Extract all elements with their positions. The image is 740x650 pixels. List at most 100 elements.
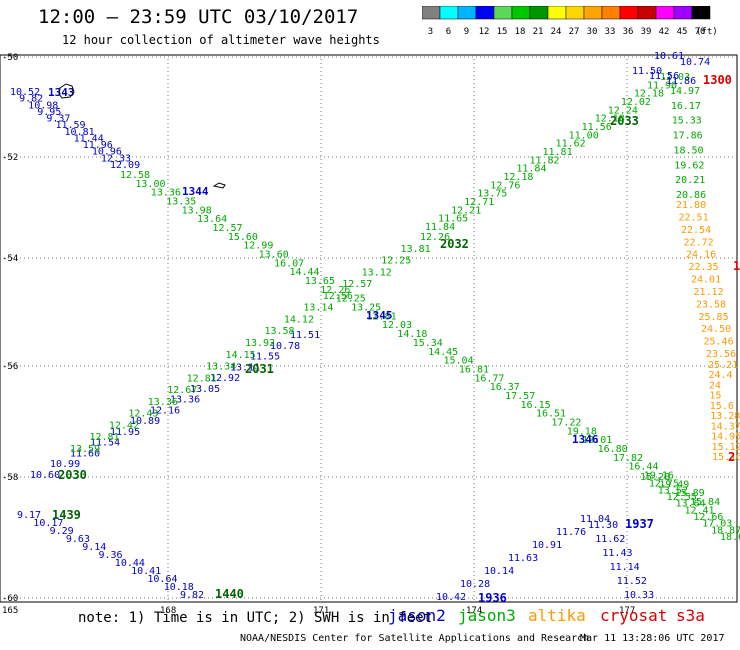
page-subtitle: 12 hour collection of altimeter wave hei…: [62, 33, 380, 47]
x-tick-label: 168: [160, 606, 176, 616]
wave-height-value: 22.72: [684, 237, 714, 248]
wave-height-value: 13.75: [477, 189, 507, 200]
wave-height-value: 18.01: [582, 435, 612, 446]
wave-height-value: 18.87: [711, 525, 740, 536]
colorbar-label: 12: [479, 27, 490, 37]
wave-height-value: 10.33: [624, 590, 654, 601]
wave-height-value: 11.62: [556, 139, 586, 150]
wave-height-value: 17.22: [551, 417, 581, 428]
wave-height-value: 11.86: [666, 76, 696, 87]
wave-height-value: 17.03: [702, 519, 732, 530]
wave-height-value: 10.14: [484, 566, 514, 577]
wave-height-value: 12.26: [320, 285, 350, 296]
legend-s3a: s3a: [676, 606, 705, 625]
wave-height-value: 10.99: [50, 459, 80, 470]
legend-cryosat: cryosat: [600, 606, 668, 625]
x-tick-label: 174: [466, 606, 482, 616]
wave-height-value: 10.44: [115, 558, 145, 569]
pass-time-label: 2030: [58, 468, 87, 482]
wave-height-value: 9.36: [99, 550, 123, 561]
wave-height-value: 15.28: [640, 472, 670, 483]
y-tick-label: -52: [2, 153, 18, 163]
colorbar-label: 9: [464, 27, 469, 37]
colorbar-label: 30: [587, 27, 598, 37]
x-tick-label: 165: [2, 606, 18, 616]
wave-height-value: 14.44: [289, 267, 319, 278]
wave-height-value: 25.85: [699, 312, 729, 323]
wave-height-value: 19.62: [674, 160, 704, 171]
pass-time-label: 1439: [52, 508, 81, 522]
y-tick-label: -50: [2, 53, 18, 63]
wave-height-value: 14.18: [397, 329, 427, 340]
wave-height-value: 12.41: [684, 505, 714, 516]
wave-height-value: 23.56: [706, 349, 736, 360]
wave-height-value: 13.64: [197, 214, 227, 225]
wave-height-value: 12.33: [101, 153, 131, 164]
wave-height-value: 13.58: [264, 326, 294, 337]
wave-height-value: 15.12: [712, 442, 740, 453]
pass-time-label: 1344: [182, 185, 209, 198]
wave-height-value: 14.15: [226, 350, 256, 361]
wave-height-value: 11.55: [250, 352, 280, 363]
wave-height-value: 12.25: [336, 294, 366, 305]
wave-height-value: 16.17: [671, 101, 701, 112]
wave-height-value: 12.99: [243, 241, 273, 252]
wave-height-value: 12.76: [490, 180, 520, 191]
wave-height-value: 11.04: [580, 514, 610, 525]
wave-height-value: 23.58: [696, 299, 726, 310]
wave-height-value: 11.90: [647, 80, 677, 91]
legend-jason2: jason2: [388, 606, 446, 625]
page-title: 12:00 – 23:59 UTC 03/10/2017: [38, 6, 359, 28]
island-outline: [58, 83, 75, 99]
colorbar-label: 36: [623, 27, 634, 37]
wave-height-value: 24.50: [701, 324, 731, 335]
pass-time-label: 2031: [245, 362, 274, 376]
wave-height-value: 12.81: [187, 373, 217, 384]
wave-height-value: 12.43: [128, 409, 158, 420]
colorbar-unit: (ft): [696, 27, 718, 37]
wave-height-value: 13.36: [148, 397, 178, 408]
y-tick-label: -56: [2, 362, 18, 372]
wave-height-value: 11.82: [529, 155, 559, 166]
colorbar-label: 45: [677, 27, 688, 37]
wave-height-value: 14.12: [284, 314, 314, 325]
colorbar-label: 15: [497, 27, 508, 37]
wave-height-value: 11.54: [90, 438, 120, 449]
wave-height-value: 18.6: [720, 532, 740, 543]
wave-height-value: 12.57: [342, 279, 372, 290]
wave-height-value: 19.49: [659, 479, 689, 490]
wave-height-value: 12.81: [366, 311, 396, 322]
wave-height-value: 15.16: [712, 452, 740, 463]
wave-height-value: 11.50: [632, 66, 662, 77]
wave-height-value: 9.14: [82, 542, 106, 553]
wave-height-value: 13.28: [710, 411, 740, 422]
wave-height-value: 17.86: [673, 131, 703, 142]
wave-height-value: 9.82: [19, 94, 43, 105]
wave-height-value: 13.25: [351, 303, 381, 314]
pass-time-label: 1345: [366, 309, 393, 322]
wave-height-value: 20.21: [675, 175, 705, 186]
wave-height-value: 22.54: [681, 225, 711, 236]
wave-height-value: 11.56: [582, 122, 612, 133]
wave-height-value: 19.18: [567, 426, 597, 437]
wave-height-value: 17.57: [505, 391, 535, 402]
pass-time-label: 1440: [215, 587, 244, 601]
wave-height-value: 13.36: [170, 395, 200, 406]
y-tick-label: -60: [2, 594, 18, 604]
wave-height-value: 11.95: [110, 427, 140, 438]
wave-height-value: 12.67: [167, 385, 197, 396]
wave-height-value: 10.89: [130, 416, 160, 427]
wave-height-value: 12.92: [210, 373, 240, 384]
wave-height-value: 10.98: [28, 100, 58, 111]
wave-height-value: 17.82: [613, 453, 643, 464]
wave-height-value: 10.41: [131, 566, 161, 577]
wave-height-value: 13.36: [151, 188, 181, 199]
wave-height-value: 13.52: [658, 485, 688, 496]
wave-height-value: 11.84: [516, 164, 546, 175]
wave-height-value: 12.71: [464, 197, 494, 208]
wave-height-value: 11.44: [74, 133, 104, 144]
island-outline: [212, 182, 226, 189]
wave-height-value: 22.35: [689, 262, 719, 273]
wave-height-value: 11.84: [425, 222, 455, 233]
